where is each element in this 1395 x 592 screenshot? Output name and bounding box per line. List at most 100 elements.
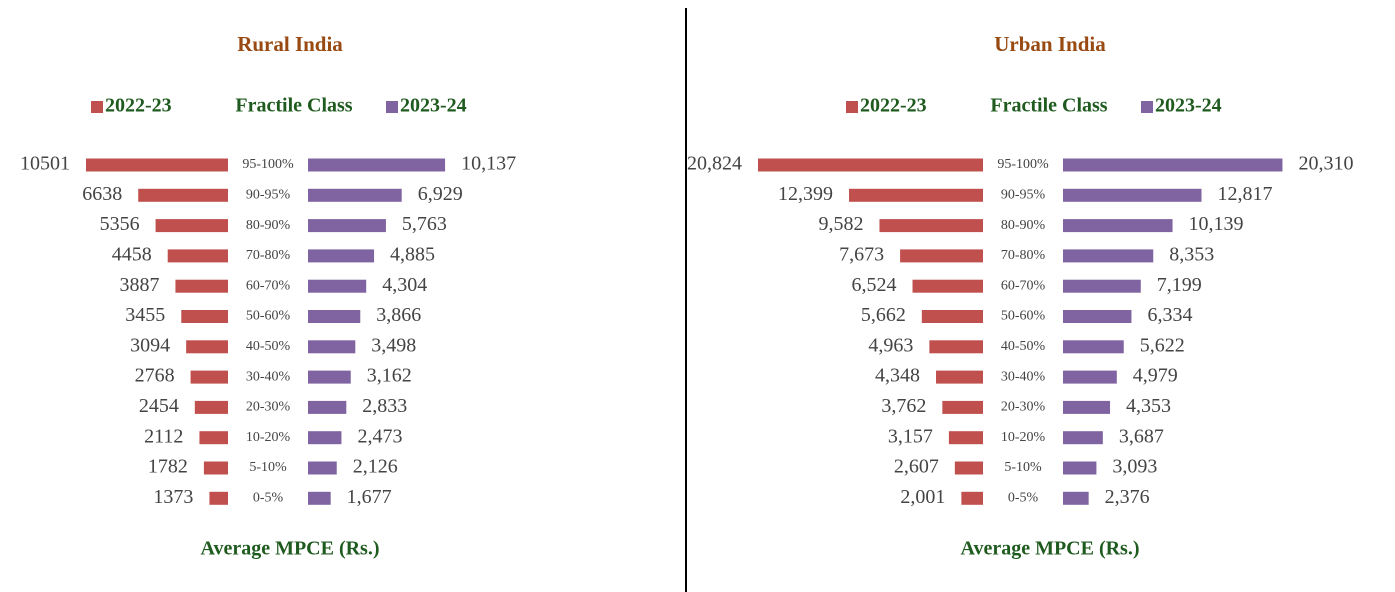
category-label: 20-30% xyxy=(246,400,291,415)
value-label: 20,824 xyxy=(687,153,742,175)
bar xyxy=(1063,370,1117,384)
bar xyxy=(138,188,228,202)
value-label: 6,524 xyxy=(852,274,897,296)
bar xyxy=(1063,461,1097,475)
value-label: 3,687 xyxy=(1119,425,1164,447)
bar xyxy=(1063,279,1141,293)
bar xyxy=(181,310,228,323)
value-label: 2768 xyxy=(135,365,175,387)
x-axis-label: Average MPCE (Rs.) xyxy=(200,538,379,560)
value-label: 7,199 xyxy=(1157,274,1202,296)
value-label: 10501 xyxy=(20,153,70,175)
bar xyxy=(849,188,983,202)
bar xyxy=(194,400,228,414)
value-label: 5,763 xyxy=(402,213,447,235)
bar xyxy=(308,188,402,202)
category-label: 40-50% xyxy=(1001,339,1046,354)
value-label: 4,979 xyxy=(1133,365,1178,387)
bar xyxy=(186,340,228,354)
bar xyxy=(1063,431,1103,445)
value-label: 3,162 xyxy=(367,365,412,387)
category-label: 30-40% xyxy=(246,369,291,384)
category-label: 50-60% xyxy=(246,309,291,324)
value-label: 5,662 xyxy=(861,304,906,326)
bar xyxy=(308,219,386,233)
bar xyxy=(929,340,983,354)
category-label: 60-70% xyxy=(246,278,291,293)
x-axis-label: Average MPCE (Rs.) xyxy=(960,538,1139,560)
value-label: 2112 xyxy=(144,425,183,447)
value-label: 4458 xyxy=(112,243,152,265)
category-label: 70-80% xyxy=(1001,248,1046,263)
value-label: 1373 xyxy=(153,486,193,508)
bar xyxy=(879,219,983,233)
category-label: 70-80% xyxy=(246,248,291,263)
bar xyxy=(308,249,375,263)
value-label: 2,126 xyxy=(353,456,398,478)
value-label: 4,885 xyxy=(390,243,435,265)
bar xyxy=(961,491,983,505)
bar xyxy=(167,249,228,263)
bar xyxy=(758,158,983,172)
category-label: 80-90% xyxy=(246,218,291,233)
value-label: 6638 xyxy=(82,183,122,205)
value-label: 4,348 xyxy=(875,365,920,387)
bar xyxy=(209,491,228,505)
value-label: 3094 xyxy=(130,334,170,356)
bar xyxy=(308,431,342,445)
category-label: 60-70% xyxy=(1001,278,1046,293)
chart-title: Rural India xyxy=(237,32,343,56)
value-label: 3455 xyxy=(125,304,165,326)
bar xyxy=(308,158,446,172)
bar xyxy=(1063,310,1132,323)
value-label: 2,473 xyxy=(357,425,402,447)
bar xyxy=(1063,400,1111,414)
category-label: 95-100% xyxy=(242,157,294,172)
value-label: 4,353 xyxy=(1126,395,1171,417)
bar xyxy=(175,279,228,293)
bar xyxy=(308,461,337,475)
bar xyxy=(203,461,228,475)
bar xyxy=(942,400,983,414)
legend-label: 2023-24 xyxy=(400,95,467,117)
value-label: 3,866 xyxy=(376,304,421,326)
category-label: 40-50% xyxy=(246,339,291,354)
value-label: 20,310 xyxy=(1298,153,1353,175)
legend-label: 2022-23 xyxy=(105,95,172,117)
value-label: 2,833 xyxy=(362,395,407,417)
value-label: 3,157 xyxy=(888,425,933,447)
bar xyxy=(1063,188,1202,202)
value-label: 12,817 xyxy=(1217,183,1272,205)
legend-swatch xyxy=(91,101,103,113)
value-label: 9,582 xyxy=(818,213,863,235)
category-label: 0-5% xyxy=(1008,491,1039,506)
bar xyxy=(954,461,983,475)
value-label: 12,399 xyxy=(778,183,833,205)
bar xyxy=(308,279,367,293)
legend-swatch xyxy=(1141,101,1153,113)
value-label: 4,963 xyxy=(868,334,913,356)
bar xyxy=(308,491,331,505)
bar xyxy=(1063,491,1089,505)
bar xyxy=(308,310,361,323)
value-label: 6,929 xyxy=(418,183,463,205)
category-label: 80-90% xyxy=(1001,218,1046,233)
category-label: 20-30% xyxy=(1001,400,1046,415)
category-label: 5-10% xyxy=(249,460,287,475)
legend-swatch xyxy=(386,101,398,113)
legend-swatch xyxy=(846,101,858,113)
value-label: 4,304 xyxy=(382,274,427,296)
category-label: 0-5% xyxy=(253,491,284,506)
value-label: 5,622 xyxy=(1140,334,1185,356)
bar xyxy=(308,400,347,414)
value-label: 3,498 xyxy=(371,334,416,356)
bar xyxy=(948,431,983,445)
value-label: 2454 xyxy=(139,395,179,417)
bar xyxy=(912,279,983,293)
category-label: 95-100% xyxy=(997,157,1049,172)
bar xyxy=(900,249,983,263)
legend-center-label: Fractile Class xyxy=(235,95,352,117)
value-label: 5356 xyxy=(100,213,140,235)
value-label: 7,673 xyxy=(839,243,884,265)
